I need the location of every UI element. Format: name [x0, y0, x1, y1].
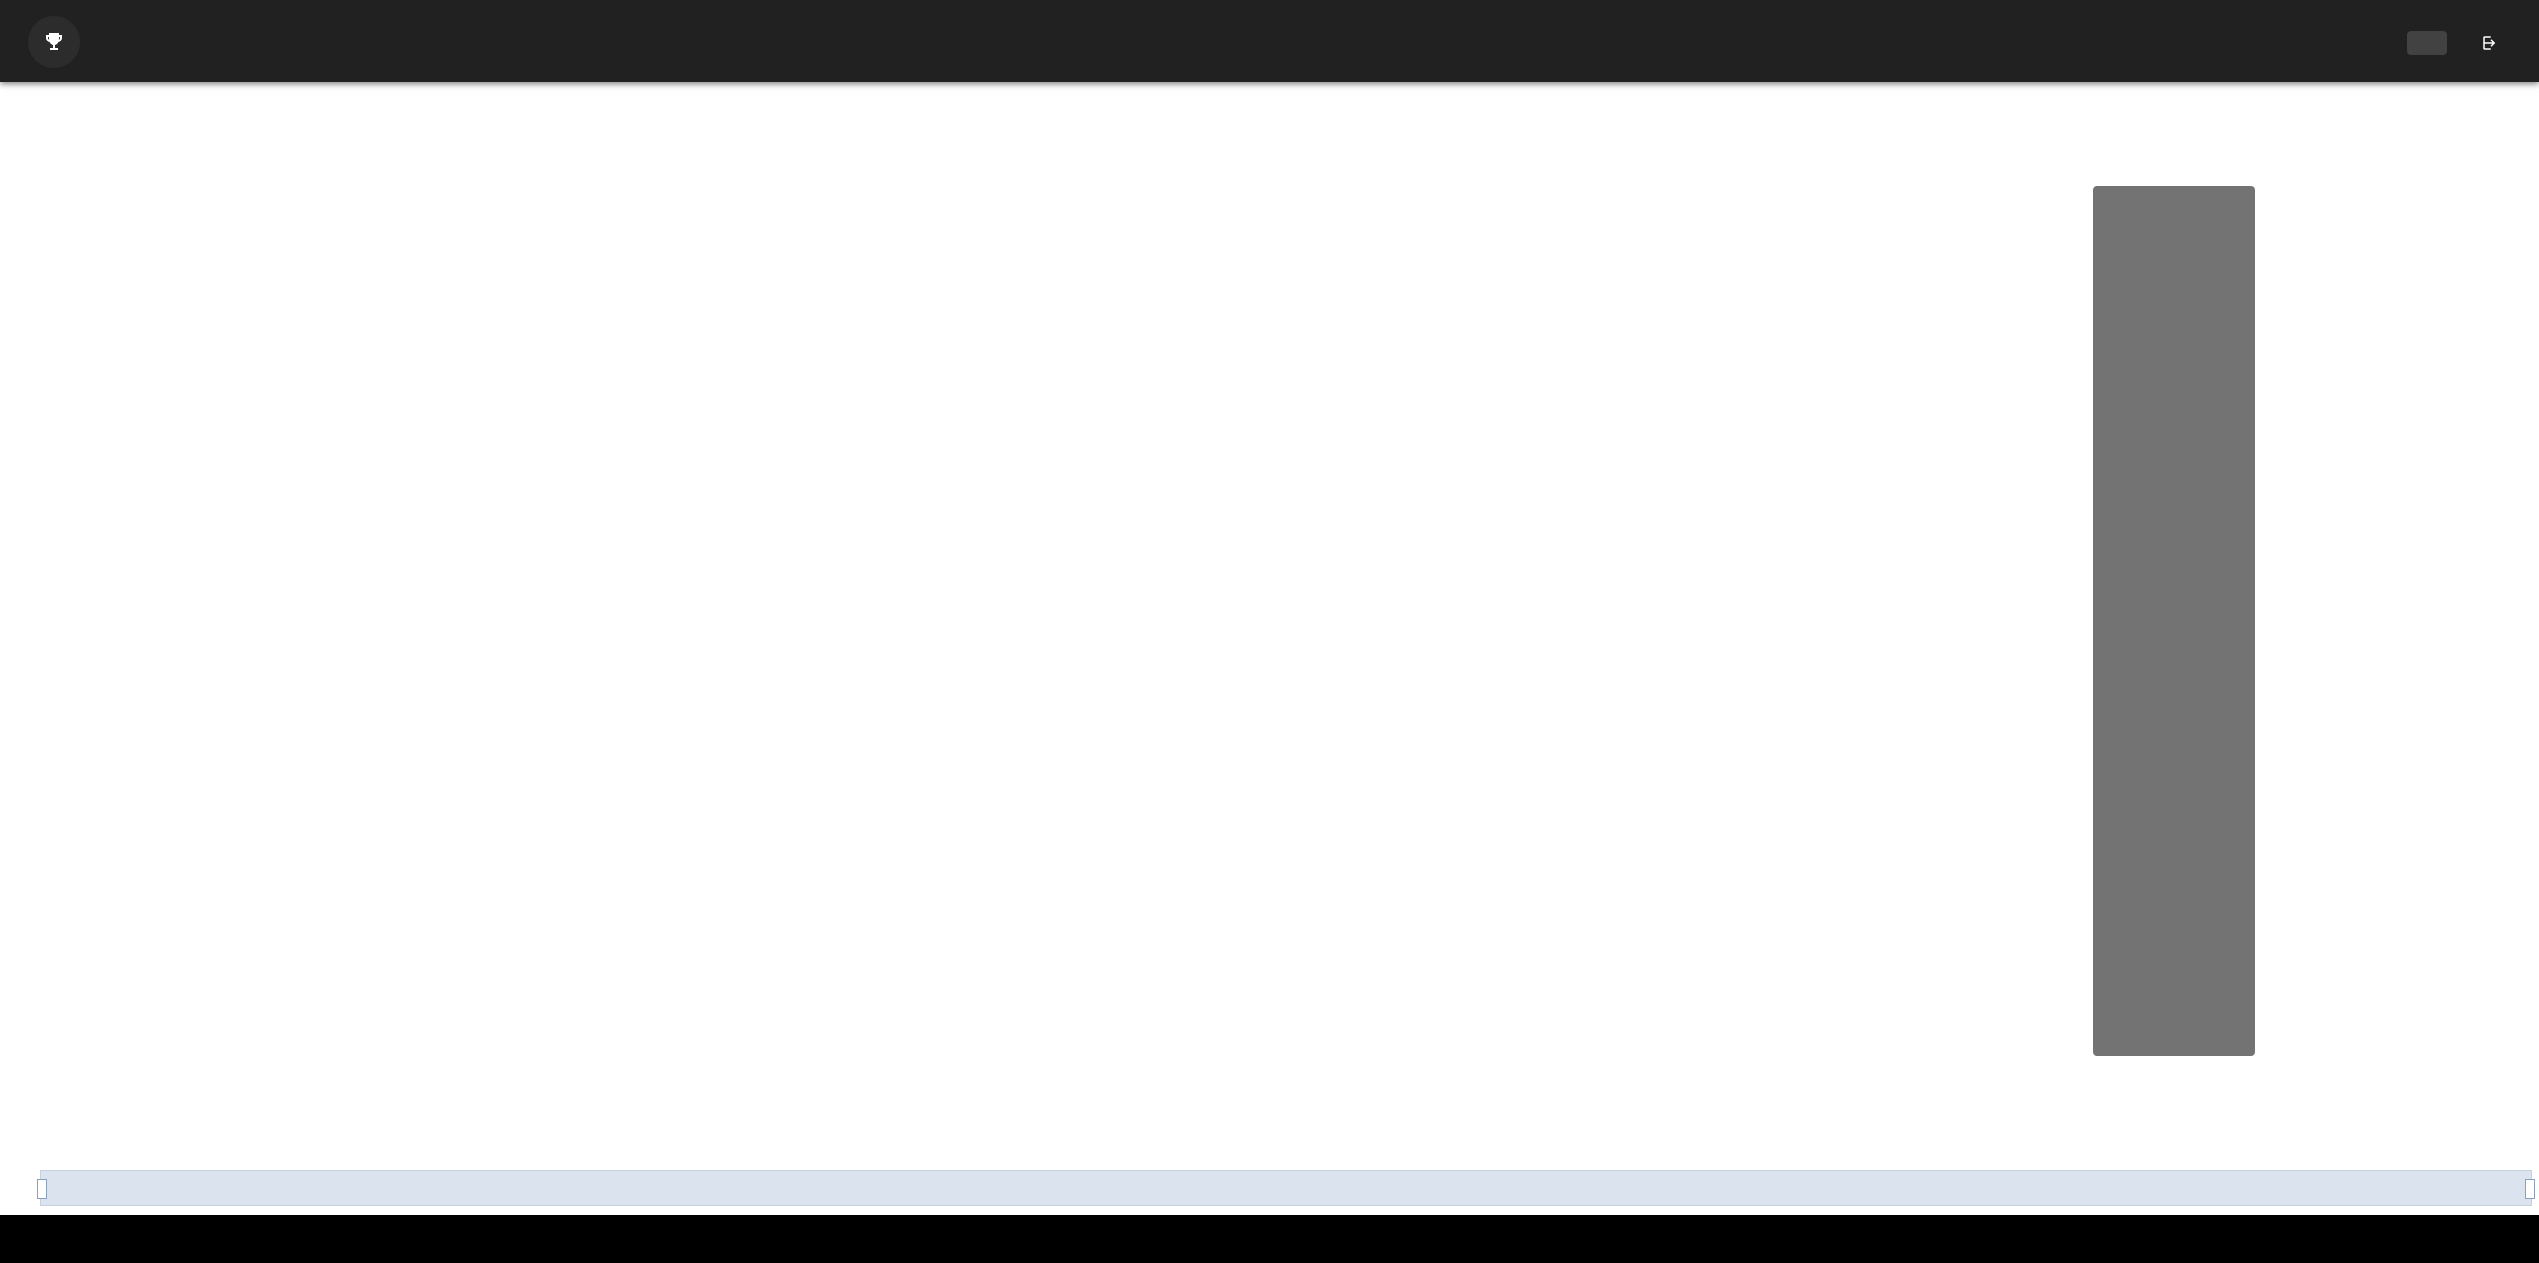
nav-top30[interactable] — [2407, 31, 2447, 55]
zoom-slider[interactable] — [37, 1170, 2535, 1206]
tooltip-date — [2099, 192, 2255, 214]
nav-contributors[interactable] — [2319, 31, 2359, 55]
brand[interactable] — [28, 16, 94, 68]
trophy-icon[interactable] — [28, 16, 80, 68]
nav-commit-history[interactable] — [2363, 31, 2403, 55]
chart-tooltip — [2093, 186, 2255, 1056]
nav-github-button[interactable] — [2453, 19, 2519, 67]
app-bar — [0, 0, 2539, 82]
footer — [0, 1215, 2539, 1263]
nav-menu — [2315, 19, 2519, 67]
slider-right-handle[interactable] — [2525, 1179, 2535, 1199]
exit-icon — [2483, 36, 2496, 50]
slider-left-handle[interactable] — [37, 1179, 47, 1199]
